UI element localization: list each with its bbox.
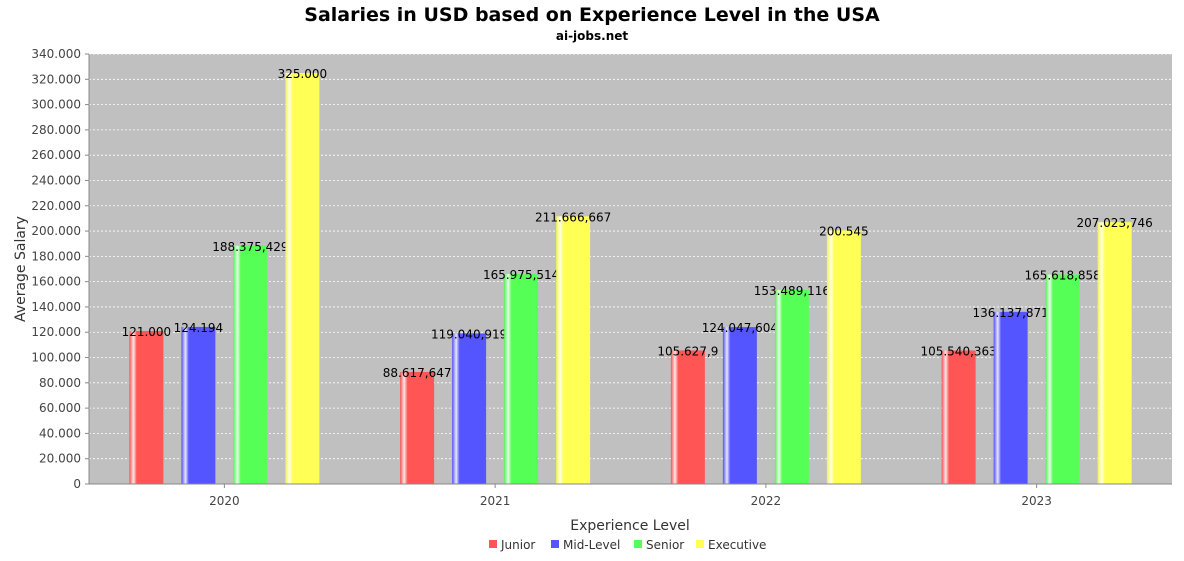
bar-senior-2023 <box>1045 274 1080 484</box>
plot-area <box>89 54 1172 484</box>
x-tick-label: 2022 <box>751 494 782 508</box>
y-tick-label: 340.000 <box>31 47 81 61</box>
bar-junior-2020 <box>129 330 164 484</box>
x-tick-label: 2020 <box>209 494 240 508</box>
y-tick-label: 20.000 <box>39 452 81 466</box>
legend-label-junior: Junior <box>500 538 535 552</box>
data-label: 188.375,429 <box>212 240 288 254</box>
bar-senior-2021 <box>504 274 539 484</box>
data-label: 207.023,746 <box>1076 216 1152 230</box>
y-tick-label: 120.000 <box>31 325 81 339</box>
y-tick-label: 100.000 <box>31 351 81 365</box>
y-tick-label: 240.000 <box>31 173 81 187</box>
legend-label-executive: Executive <box>708 538 766 552</box>
x-tick-label: 2021 <box>480 494 511 508</box>
data-label: 121.000 <box>122 325 172 339</box>
y-tick-label: 0 <box>73 477 81 491</box>
data-label: 136.137,871 <box>972 306 1048 320</box>
y-tick-label: 220.000 <box>31 199 81 213</box>
x-axis-label: Experience Level <box>570 518 689 534</box>
chart-title: Salaries in USD based on Experience Leve… <box>304 4 880 26</box>
bar-mid-level-2020 <box>181 326 216 484</box>
x-tick-label: 2023 <box>1021 494 1052 508</box>
y-tick-label: 300.000 <box>31 98 81 112</box>
bar-executive-2021 <box>556 216 591 484</box>
x-axis-ticks: 2020 2021 2022 2023 <box>209 484 1052 508</box>
legend-label-senior: Senior <box>646 538 684 552</box>
y-tick-label: 320.000 <box>31 72 81 86</box>
data-label: 119.040,919 <box>431 327 507 341</box>
bar-executive-2023 <box>1097 222 1132 485</box>
legend-swatch-executive <box>696 540 704 548</box>
data-label: 105.540,363 <box>920 345 996 359</box>
bar-mid-level-2021 <box>452 333 487 484</box>
data-label: 165.975,514 <box>483 268 559 282</box>
bar-executive-2022 <box>826 230 861 484</box>
y-tick-label: 260.000 <box>31 148 81 162</box>
legend-label-mid-level: Mid-Level <box>563 538 620 552</box>
y-tick-label: 40.000 <box>39 426 81 440</box>
legend-swatch-junior <box>489 540 497 548</box>
bar-senior-2020 <box>233 245 268 484</box>
legend-swatch-mid-level <box>551 540 559 548</box>
y-tick-label: 180.000 <box>31 249 81 263</box>
y-tick-label: 280.000 <box>31 123 81 137</box>
legend: Junior Mid-Level Senior Executive <box>489 538 766 552</box>
bar-junior-2022 <box>670 350 705 484</box>
chart-subtitle: ai-jobs.net <box>556 29 629 43</box>
legend-swatch-senior <box>634 540 642 548</box>
bar-senior-2022 <box>774 289 809 484</box>
data-label: 124.194 <box>174 321 224 335</box>
data-label: 105.627,9 <box>657 344 718 358</box>
data-label: 200.545 <box>819 224 869 238</box>
bars: 121.000 124.194 188.375,429 325.000 88.617,6… <box>122 67 1153 485</box>
bar-junior-2023 <box>941 350 976 484</box>
bar-junior-2021 <box>400 371 435 484</box>
bar-mid-level-2022 <box>722 327 757 484</box>
data-label: 165.618,858 <box>1024 269 1100 283</box>
y-tick-label: 80.000 <box>39 376 81 390</box>
y-axis-ticks: 0 20.000 40.000 60.000 80.000 100.000 120.000 1… <box>31 47 89 491</box>
y-tick-label: 140.000 <box>31 300 81 314</box>
data-label: 88.617,647 <box>383 366 452 380</box>
data-label: 325.000 <box>278 67 328 81</box>
bar-mid-level-2023 <box>993 311 1028 484</box>
data-label: 211.666,667 <box>535 210 611 224</box>
y-axis-label: Average Salary <box>13 216 29 322</box>
grid-lines <box>89 53 1172 460</box>
y-tick-label: 60.000 <box>39 401 81 415</box>
bar-executive-2020 <box>285 72 320 485</box>
y-tick-label: 200.000 <box>31 224 81 238</box>
y-tick-label: 160.000 <box>31 275 81 289</box>
data-label: 153.489,116 <box>754 284 830 298</box>
data-label: 124.047,604 <box>702 321 778 335</box>
